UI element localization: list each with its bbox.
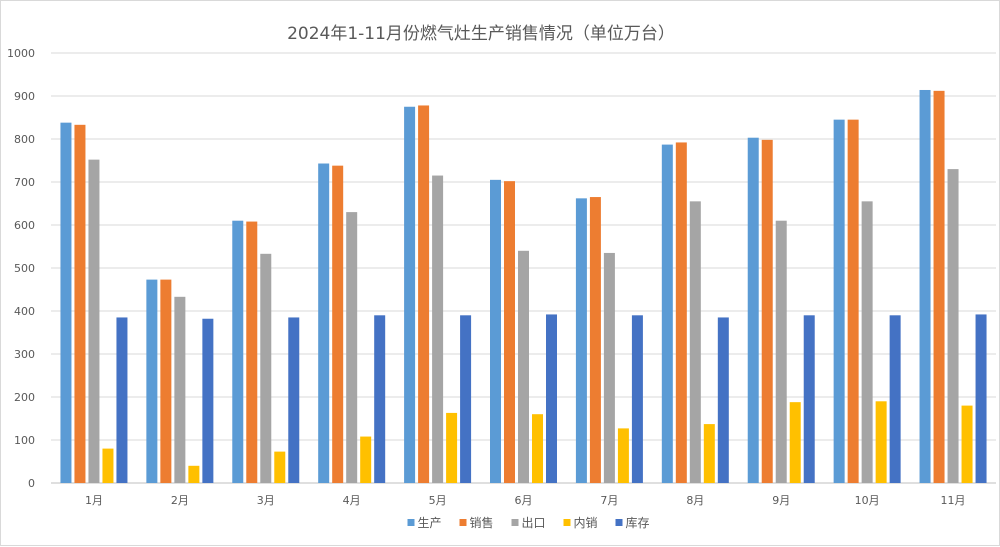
x-tick-label: 4月	[343, 494, 361, 507]
bar-销售-8月	[675, 142, 687, 483]
bar-内销-6月	[532, 414, 543, 483]
y-tick-label: 100	[14, 434, 35, 447]
bar-库存-7月	[631, 315, 643, 483]
x-tick-label: 8月	[686, 494, 704, 507]
legend-swatch-生产	[407, 519, 415, 526]
y-tick-label: 1000	[7, 47, 35, 60]
legend-label: 内销	[574, 516, 598, 530]
legend-label: 销售	[470, 515, 494, 530]
legend-swatch-库存	[615, 519, 623, 526]
x-tick-label: 11月	[941, 494, 966, 507]
legend-swatch-出口	[511, 519, 519, 526]
bar-出口-9月	[775, 220, 787, 483]
bar-内销-3月	[274, 451, 286, 483]
bar-生产-3月	[232, 220, 244, 483]
bar-销售-3月	[246, 221, 258, 483]
bar-内销-2月	[188, 465, 200, 483]
bar-销售-6月	[504, 181, 515, 483]
x-tick-label: 3月	[257, 494, 275, 507]
bar-出口-3月	[260, 253, 272, 483]
bar-库存-10月	[889, 315, 901, 483]
bar-出口-4月	[346, 212, 358, 483]
bar-生产-4月	[318, 163, 330, 483]
bar-生产-7月	[575, 198, 587, 483]
y-tick-label: 500	[14, 262, 35, 275]
y-tick-label: 900	[14, 90, 35, 103]
bar-出口-6月	[518, 250, 529, 483]
y-tick-label: 800	[14, 133, 35, 146]
bar-内销-1月	[102, 448, 114, 483]
bar-内销-5月	[446, 412, 458, 483]
bar-生产-1月	[60, 122, 72, 483]
legend-label: 生产	[418, 516, 442, 530]
y-tick-label: 0	[28, 477, 35, 490]
bar-内销-11月	[961, 405, 973, 483]
bar-内销-8月	[703, 424, 715, 483]
axes: 0 100 200 300 400 500 600 700 800 900 1000 1月 2月 3月 4月…	[7, 47, 966, 507]
y-tick-label: 600	[14, 219, 35, 232]
bar-生产-5月	[404, 106, 416, 483]
chart-title: 2024年1-11月份燃气灶生产销售情况（单位万台）	[287, 24, 675, 44]
bar-库存-9月	[803, 315, 815, 483]
bar-库存-5月	[460, 315, 472, 483]
bar-出口-8月	[689, 201, 701, 483]
x-tick-label: 7月	[600, 494, 618, 507]
legend-swatch-内销	[563, 519, 571, 526]
bar-销售-9月	[761, 139, 773, 484]
bar-生产-6月	[490, 179, 501, 483]
bar-出口-2月	[174, 296, 186, 483]
bar-库存-2月	[202, 318, 214, 483]
bar-销售-5月	[418, 105, 430, 484]
y-tick-label: 400	[14, 305, 35, 318]
bar-生产-10月	[833, 119, 845, 484]
legend: 生产 销售 出口 内销 库存	[407, 515, 650, 530]
bar-销售-10月	[847, 119, 859, 484]
bar-出口-1月	[88, 159, 100, 483]
bar-出口-10月	[861, 201, 873, 483]
bar-库存-1月	[116, 317, 128, 483]
bar-出口-7月	[603, 252, 615, 483]
bar-库存-8月	[717, 317, 729, 483]
x-tick-label: 5月	[429, 494, 447, 507]
bar-库存-3月	[288, 317, 300, 483]
bar-内销-4月	[360, 436, 372, 483]
legend-label: 库存	[626, 515, 650, 530]
x-tick-label: 6月	[515, 494, 533, 507]
bar-出口-5月	[432, 175, 444, 484]
bars	[60, 89, 987, 484]
bar-销售-2月	[160, 279, 172, 483]
bar-生产-2月	[146, 279, 158, 483]
x-tick-label: 1月	[85, 494, 103, 507]
bar-内销-10月	[875, 401, 887, 483]
bar-生产-11月	[919, 89, 931, 483]
legend-label: 出口	[522, 516, 546, 530]
bar-出口-11月	[947, 169, 959, 483]
x-tick-label: 10月	[855, 494, 880, 507]
bar-生产-8月	[661, 144, 673, 483]
x-tick-label: 2月	[171, 494, 189, 507]
bar-销售-4月	[332, 165, 344, 483]
bar-内销-9月	[789, 402, 801, 483]
bar-销售-1月	[74, 124, 86, 483]
bar-库存-6月	[546, 314, 557, 483]
y-tick-label: 200	[14, 391, 35, 404]
bar-生产-9月	[747, 137, 759, 483]
bar-库存-11月	[975, 314, 987, 483]
bar-销售-11月	[933, 90, 945, 483]
y-tick-label: 700	[14, 176, 35, 189]
x-tick-label: 9月	[772, 494, 790, 507]
legend-swatch-销售	[459, 519, 467, 526]
bar-库存-4月	[374, 315, 386, 483]
y-tick-label: 300	[14, 348, 35, 361]
bar-销售-7月	[589, 197, 601, 484]
bar-内销-7月	[617, 428, 629, 483]
